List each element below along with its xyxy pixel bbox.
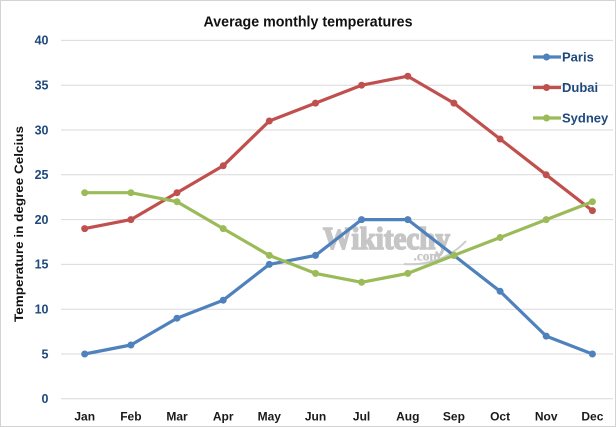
svg-text:Temperature in degree Celcius: Temperature in degree Celcius xyxy=(12,126,26,322)
svg-text:Average monthly temperatures: Average monthly temperatures xyxy=(204,14,413,31)
svg-text:0: 0 xyxy=(42,392,49,406)
svg-text:25: 25 xyxy=(35,168,49,182)
svg-text:Jun: Jun xyxy=(305,410,326,424)
svg-text:Dec: Dec xyxy=(581,410,603,424)
svg-text:Jan: Jan xyxy=(74,410,95,424)
svg-text:Nov: Nov xyxy=(535,410,558,424)
svg-text:Sydney: Sydney xyxy=(562,111,609,126)
svg-text:40: 40 xyxy=(35,34,49,48)
svg-text:Jul: Jul xyxy=(353,410,370,424)
svg-text:Sep: Sep xyxy=(443,410,465,424)
svg-text:Aug: Aug xyxy=(396,410,419,424)
svg-text:10: 10 xyxy=(35,303,49,317)
svg-text:Mar: Mar xyxy=(166,410,188,424)
svg-text:Apr: Apr xyxy=(213,410,234,424)
svg-text:15: 15 xyxy=(35,258,49,272)
svg-text:Oct: Oct xyxy=(490,410,510,424)
svg-text:May: May xyxy=(258,410,282,424)
svg-text:35: 35 xyxy=(35,79,49,93)
svg-text:Dubai: Dubai xyxy=(562,80,598,95)
svg-text:5: 5 xyxy=(42,347,49,361)
svg-text:Wikitechy: Wikitechy xyxy=(323,220,450,256)
svg-text:Paris: Paris xyxy=(562,50,594,65)
svg-text:30: 30 xyxy=(35,123,49,137)
svg-text:.com: .com xyxy=(414,249,442,264)
svg-text:20: 20 xyxy=(35,213,49,227)
svg-text:Feb: Feb xyxy=(120,410,141,424)
